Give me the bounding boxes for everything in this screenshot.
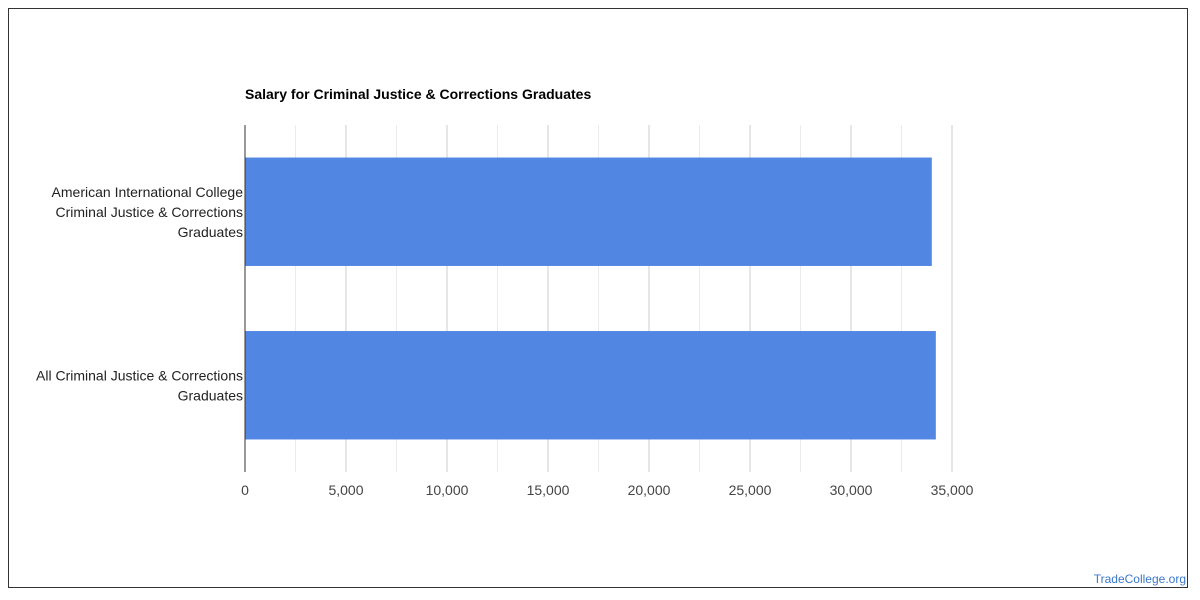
- watermark-link[interactable]: TradeCollege.org: [1093, 572, 1186, 586]
- category-label: Graduates: [178, 224, 243, 240]
- bar-1[interactable]: [245, 331, 936, 440]
- x-tick-label: 0: [241, 482, 249, 498]
- x-tick-label: 30,000: [830, 482, 873, 498]
- category-labels: American International College Criminal J…: [36, 184, 243, 404]
- x-tick-label: 35,000: [931, 482, 974, 498]
- x-tick-label: 5,000: [328, 482, 363, 498]
- x-axis-ticks: 0 5,000 10,000 15,000 20,000 25,000 30,000 35,0…: [241, 482, 974, 498]
- category-label: Graduates: [178, 387, 243, 403]
- category-label: Criminal Justice & Corrections: [56, 204, 244, 220]
- bar-0[interactable]: [245, 157, 932, 266]
- x-tick-label: 25,000: [729, 482, 772, 498]
- category-label: American International College: [52, 184, 244, 200]
- x-tick-label: 15,000: [527, 482, 570, 498]
- x-tick-label: 20,000: [628, 482, 671, 498]
- category-label: All Criminal Justice & Corrections: [36, 367, 243, 383]
- x-tick-label: 10,000: [426, 482, 469, 498]
- bars: [245, 157, 936, 440]
- chart-title: Salary for Criminal Justice & Correction…: [245, 86, 591, 102]
